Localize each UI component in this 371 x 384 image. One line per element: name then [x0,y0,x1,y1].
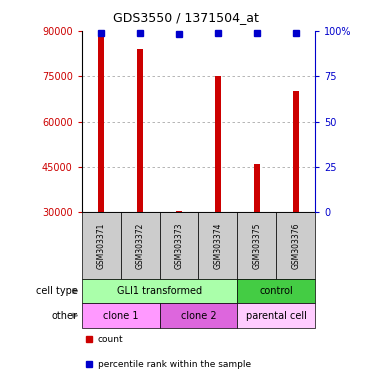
Bar [82,279,237,303]
Bar [160,212,198,279]
Bar [237,212,276,279]
Bar [276,212,315,279]
Text: clone 2: clone 2 [181,311,216,321]
Text: GSM303373: GSM303373 [174,222,184,269]
Text: GSM303374: GSM303374 [213,222,223,269]
Bar [293,91,299,212]
Text: GSM303376: GSM303376 [291,222,301,269]
Bar [121,212,160,279]
Bar [237,303,315,328]
Text: GSM303375: GSM303375 [252,222,262,269]
Text: GSM303372: GSM303372 [135,222,145,269]
Bar [176,211,182,212]
Text: percentile rank within the sample: percentile rank within the sample [98,360,251,369]
Bar [160,303,237,328]
Bar [82,303,160,328]
Bar [137,49,143,212]
Bar [82,212,121,279]
Text: GDS3550 / 1371504_at: GDS3550 / 1371504_at [112,12,259,25]
Bar [215,76,221,212]
Text: control: control [260,286,293,296]
Bar [198,212,237,279]
Bar [254,164,260,212]
Text: GLI1 transformed: GLI1 transformed [117,286,202,296]
Text: GSM303371: GSM303371 [96,222,106,269]
Text: clone 1: clone 1 [103,311,138,321]
Text: cell type: cell type [36,286,78,296]
Bar [98,35,104,212]
Bar [237,279,315,303]
Text: other: other [52,311,78,321]
Text: parental cell: parental cell [246,311,307,321]
Text: count: count [98,335,124,344]
